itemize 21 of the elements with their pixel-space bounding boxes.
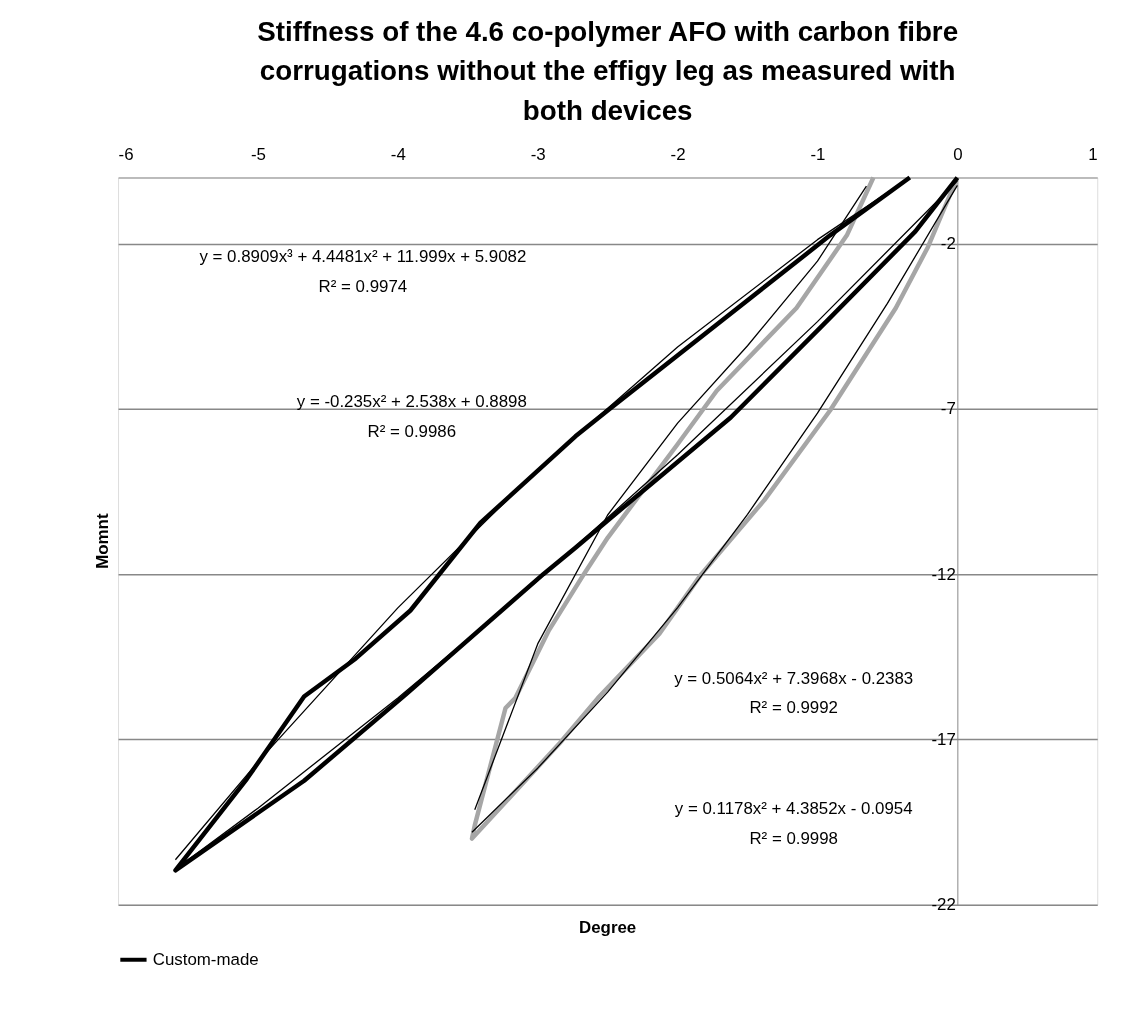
y-tick-label: -12	[931, 564, 956, 584]
x-tick-label: -5	[250, 145, 266, 165]
y-tick-label: -17	[931, 729, 956, 749]
x-tick-label: -2	[670, 145, 686, 165]
x-tick-label: 0	[953, 145, 963, 165]
x-tick-label: -6	[118, 145, 134, 165]
x-axis-title: Degree	[579, 918, 637, 938]
legend-label: Custom-made	[152, 949, 259, 969]
y-tick-label: -22	[931, 895, 956, 915]
annotation: y = 0.8909x³ + 4.4481x² + 11.999x + 5.9082 R² = 0.9974	[199, 246, 527, 296]
annotation: y = -0.235x² + 2.538x + 0.8898 R² = 0.9986	[296, 392, 527, 441]
chart-title: Stiffness of the 4.6 co-polymer AFO with carbon fibre corrugations without the effigy leg as measured with both devices	[257, 15, 959, 126]
y-tick-label: -7	[940, 399, 956, 419]
x-tick-label: 1	[1088, 145, 1098, 165]
annotation: y = 0.1178x² + 4.3852x - 0.0954 R² = 0.9998	[674, 799, 913, 849]
y-axis-title: Momnt	[93, 513, 113, 569]
annotation: y = 0.5064x² + 7.3968x - 0.2383 R² = 0.9992	[674, 668, 914, 718]
x-tick-label: -4	[390, 145, 406, 165]
y-tick-label: -2	[940, 234, 956, 254]
x-tick-label: -1	[810, 145, 826, 165]
x-tick-label: -3	[530, 145, 546, 165]
